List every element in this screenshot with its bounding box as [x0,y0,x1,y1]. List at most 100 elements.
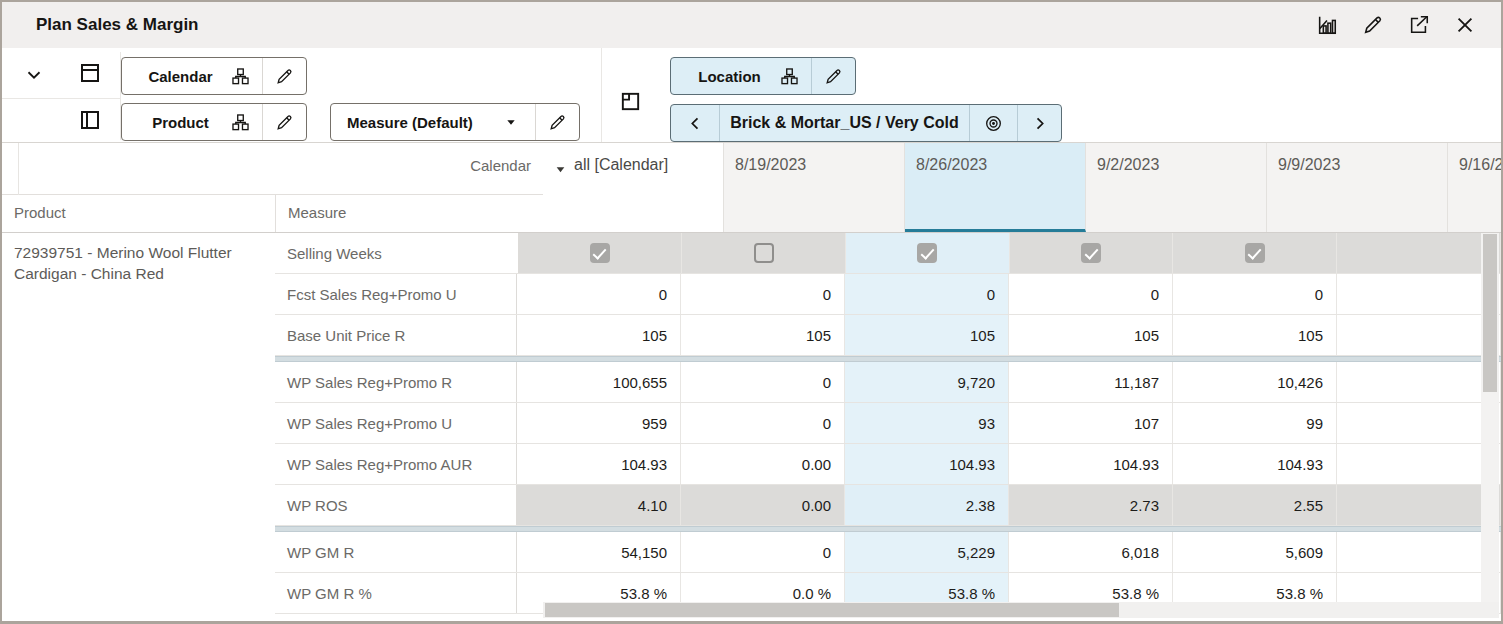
data-cell[interactable] [1337,532,1501,572]
horizontal-scrollbar[interactable] [543,602,1499,618]
measure-row-header[interactable]: WP GM R % [275,573,517,613]
data-cell[interactable]: 105 [845,315,1009,355]
checkbox-checked-icon[interactable] [1245,243,1265,263]
data-cell[interactable]: 104.93 [517,444,681,484]
data-cell[interactable]: 0.00 [681,444,845,484]
columns-axis-icon [78,108,102,132]
column-header[interactable]: 9/16/2023 [1448,143,1501,232]
data-cell[interactable]: 0 [845,274,1009,314]
checkbox-cell[interactable] [846,233,1010,273]
location-slicer-value[interactable]: Brick & Mortar_US / Very Cold [719,105,969,141]
checkbox-unchecked-icon[interactable] [754,243,774,263]
column-header[interactable]: 9/9/2023 [1267,143,1448,232]
measure-row-header[interactable]: Fcst Sales Reg+Promo U [275,274,517,314]
pencil-icon[interactable] [535,104,579,140]
checkbox-checked-icon[interactable] [590,243,610,263]
horizontal-scrollbar-thumb[interactable] [545,603,1119,617]
data-cell[interactable]: 0 [1173,274,1337,314]
data-cell[interactable]: 2.73 [1009,485,1173,525]
data-cell[interactable] [1337,362,1501,402]
pencil-icon[interactable] [262,104,306,140]
data-cell[interactable]: 0.00 [681,485,845,525]
checkbox-cell[interactable] [519,233,683,273]
header-divider [2,232,1501,233]
data-cell[interactable]: 104.93 [845,444,1009,484]
data-cell[interactable]: 99 [1173,403,1337,443]
data-cell[interactable]: 10,426 [1173,362,1337,402]
vertical-scrollbar-thumb[interactable] [1483,234,1497,392]
measure-row-header[interactable]: Selling Weeks [275,233,519,273]
location-axis-button[interactable]: Location [670,57,856,95]
data-cell[interactable]: 9,720 [845,362,1009,402]
measure-row-header[interactable]: WP Sales Reg+Promo U [275,403,517,443]
hierarchy-icon [229,58,262,94]
checkbox-cell[interactable] [682,233,846,273]
data-cell[interactable]: 5,609 [1173,532,1337,572]
data-cell[interactable]: 105 [517,315,681,355]
target-icon[interactable] [969,105,1017,141]
measure-row: WP Sales Reg+Promo R100,65509,72011,1871… [275,362,1501,403]
grid-corner-divider [18,143,19,195]
data-cell[interactable]: 105 [1173,315,1337,355]
column-header[interactable]: 8/26/2023 [905,143,1086,232]
data-cell[interactable]: 104.93 [1173,444,1337,484]
data-cell[interactable]: 105 [1009,315,1173,355]
data-cell[interactable] [1337,403,1501,443]
data-cell[interactable]: 54,150 [517,532,681,572]
data-cell[interactable]: 0 [681,532,845,572]
measure-row-header[interactable]: Base Unit Price R [275,315,517,355]
column-header-label: 9/9/2023 [1278,156,1340,173]
data-cell[interactable]: 107 [1009,403,1173,443]
data-cell[interactable]: 105 [681,315,845,355]
pencil-icon[interactable] [811,58,855,94]
page-title: Plan Sales & Margin [36,15,199,35]
checkbox-cell[interactable] [1010,233,1174,273]
measure-row-header[interactable]: WP Sales Reg+Promo R [275,362,517,402]
measure-row-header[interactable]: WP GM R [275,532,517,572]
measure-row-header[interactable]: WP ROS [275,485,517,525]
edit-icon[interactable] [1355,7,1391,43]
data-cell[interactable]: 100,655 [517,362,681,402]
checkbox-checked-icon[interactable] [917,243,937,263]
column-header[interactable]: 8/19/2023 [724,143,905,232]
data-cell[interactable] [1337,485,1501,525]
data-cell[interactable]: 959 [517,403,681,443]
column-header[interactable]: 9/2/2023 [1086,143,1267,232]
data-cell[interactable]: 2.38 [845,485,1009,525]
data-cell[interactable]: 0 [681,403,845,443]
data-cell[interactable]: 104.93 [1009,444,1173,484]
chevron-down-icon[interactable] [20,62,48,90]
data-cell[interactable]: 0 [681,274,845,314]
data-cell[interactable]: 2.55 [1173,485,1337,525]
chevron-left-icon[interactable] [671,105,719,141]
data-cell[interactable]: 4.10 [517,485,681,525]
chart-icon[interactable] [1309,7,1345,43]
data-cell[interactable]: 0 [517,274,681,314]
data-cell[interactable]: 93 [845,403,1009,443]
vertical-scrollbar[interactable] [1481,233,1499,603]
data-cell[interactable]: 5,229 [845,532,1009,572]
data-cell[interactable]: 11,187 [1009,362,1173,402]
checkbox-cell[interactable] [1173,233,1337,273]
pencil-icon[interactable] [262,58,306,94]
data-cell[interactable]: 6,018 [1009,532,1173,572]
chevron-right-icon[interactable] [1017,105,1061,141]
checkbox-checked-icon[interactable] [1081,243,1101,263]
measure-row-header[interactable]: WP Sales Reg+Promo AUR [275,444,517,484]
data-cell[interactable]: 0 [681,362,845,402]
data-cell[interactable] [1337,315,1501,355]
calendar-axis-button[interactable]: Calendar [121,57,307,95]
open-in-window-icon[interactable] [1401,7,1437,43]
grid-rows: Selling WeeksFcst Sales Reg+Promo U00000… [275,233,1501,614]
checkbox-cell[interactable] [1337,233,1501,273]
column-header[interactable]: all [Calendar] [543,143,724,232]
data-cell[interactable]: 0 [1009,274,1173,314]
product-row-header[interactable]: 72939751 - Merino Wool Flutter Cardigan … [2,233,275,285]
product-axis-label: Product [122,104,229,140]
measure-profile-dropdown[interactable]: Measure (Default) [330,103,580,141]
close-icon[interactable] [1447,7,1483,43]
data-cell[interactable] [1337,444,1501,484]
product-axis-button[interactable]: Product [121,103,307,141]
data-cell[interactable] [1337,274,1501,314]
calendar-collapse-caret-icon[interactable] [554,162,567,180]
